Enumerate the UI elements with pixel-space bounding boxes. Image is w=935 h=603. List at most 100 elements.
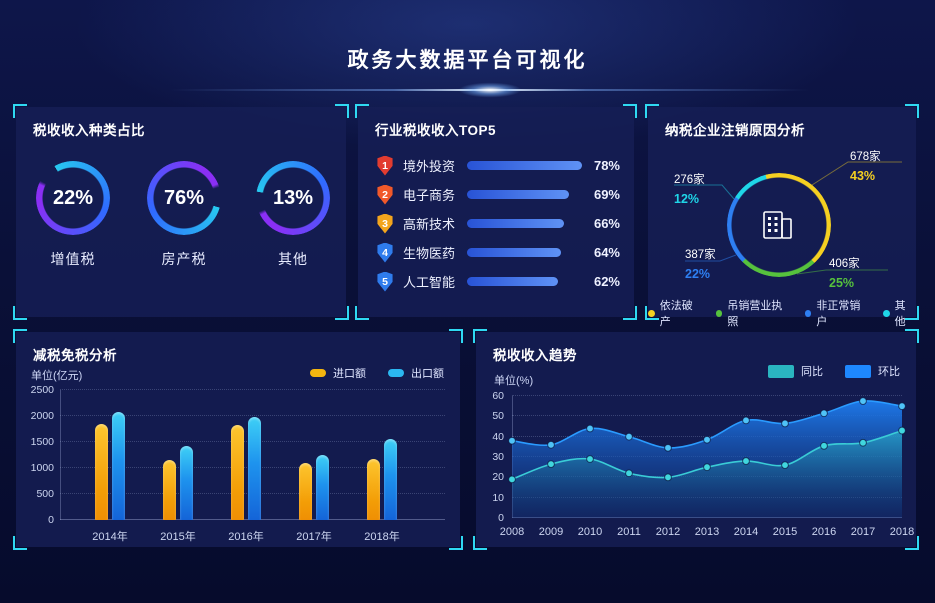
x-tick-label: 2014年 [92,531,128,543]
legend-label: 其他 [894,300,906,328]
legend-label: 出口额 [411,368,444,380]
y-tick-label: 60 [492,390,504,402]
import-bar[interactable] [163,460,176,520]
x-tick-label: 2015年 [160,531,196,543]
y-tick-label: 0 [48,514,54,526]
yoy-point[interactable] [703,463,711,472]
corner-bracket [355,306,369,320]
legend-item[interactable]: 出口额 [388,365,444,381]
import-bar[interactable] [95,423,108,520]
legend-item[interactable]: 环比 [845,363,900,379]
bar-track [467,277,582,286]
top5-row[interactable]: 3 高新技术 66% [376,209,620,238]
corner-bracket [473,329,487,343]
export-bar[interactable] [384,438,397,520]
rank-number: 1 [382,159,388,172]
bar-chart-plot [60,389,445,520]
legend-item[interactable]: 依法破产 [648,297,703,329]
area-chart-plot [508,395,906,518]
rank-number: 4 [382,246,388,259]
yoy-point[interactable] [586,455,594,463]
mom-point[interactable] [703,435,711,444]
mom-point[interactable] [664,443,672,452]
mom-point[interactable] [508,436,516,445]
gauge-value: 13% [272,187,314,209]
gridline [512,395,902,396]
yoy-point[interactable] [859,438,867,447]
corner-bracket [449,536,463,550]
legend-label: 非正常销户 [816,300,861,328]
panel-title: 行业税收收入TOP5 [375,123,497,138]
top5-row[interactable]: 5 人工智能 62% [376,267,620,296]
yoy-point[interactable] [781,461,789,470]
panel-tax-type: 税收收入种类占比 22% 增值税 76% 房产税 13% 其他 [13,104,349,320]
legend-item[interactable]: 吊销营业执照 [715,297,792,329]
bar-value: 69% [593,187,620,202]
mom-point[interactable] [625,432,633,441]
legend-item[interactable]: 其他 [882,297,916,329]
export-bar[interactable] [316,455,329,520]
legend-dot [715,309,723,317]
deregister-donut-chart[interactable] [727,173,831,277]
slice-percent: 22% [685,267,711,281]
bar-value: 66% [593,216,620,231]
mom-point[interactable] [898,402,906,411]
gauge-property-tax[interactable]: 76% 房产税 [142,161,226,269]
top5-row[interactable]: 1 境外投资 78% [376,151,620,180]
corner-bracket [905,104,919,118]
import-bar[interactable] [367,459,380,520]
mom-point[interactable] [586,424,594,433]
mom-point[interactable] [820,409,828,418]
export-bar[interactable] [112,411,125,520]
x-tick-label: 2014 [733,526,759,538]
slice-count: 406家 [829,258,860,270]
header-flare-glow [448,80,532,100]
legend-swatch-import [310,369,326,377]
corner-bracket [905,329,919,343]
legend-label: 同比 [801,366,823,378]
y-tick-label: 1500 [30,436,54,448]
legend-item[interactable]: 进口额 [310,365,366,381]
corner-bracket [13,306,27,320]
yoy-point[interactable] [742,457,750,465]
bar [467,219,565,228]
yoy-point[interactable] [547,460,555,469]
x-tick-label: 2018年 [364,531,400,543]
export-bar[interactable] [180,445,193,520]
panel-industry-top5: 行业税收收入TOP5 1 境外投资 78% 2 电子商务 69% 3 高新技术 … [355,104,637,320]
corner-bracket [645,306,659,320]
bar-value: 64% [593,245,620,260]
panel-title: 纳税企业注销原因分析 [665,123,805,138]
mom-point[interactable] [547,440,555,449]
x-tick-label: 2012 [655,526,681,538]
y-tick-label: 2500 [30,384,54,396]
gauge-label: 其他 [278,251,308,267]
yoy-point[interactable] [898,426,906,435]
yoy-point[interactable] [820,441,828,450]
legend-dot [882,309,890,317]
mom-point[interactable] [742,416,750,425]
top5-row[interactable]: 4 生物医药 64% [376,238,620,267]
yoy-point[interactable] [625,469,633,478]
rank-number: 2 [382,188,388,201]
import-bar[interactable] [231,425,244,520]
gridline [60,415,445,416]
legend-item[interactable]: 非正常销户 [804,297,870,329]
import-bar[interactable] [299,462,312,520]
bar-track [467,219,582,228]
corner-bracket [905,536,919,550]
top5-row[interactable]: 2 电子商务 69% [376,180,620,209]
yoy-point[interactable] [508,475,516,484]
export-bar[interactable] [248,417,261,520]
mom-point[interactable] [781,419,789,428]
rank-badge: 2 [377,184,393,205]
legend-item[interactable]: 同比 [768,363,823,379]
corner-bracket [905,306,919,320]
gauge-other[interactable]: 13% 其他 [251,161,335,269]
y-tick-label: 10 [492,491,504,504]
gauge-vat[interactable]: 22% 增值税 [31,161,115,269]
yoy-point[interactable] [664,473,672,482]
mom-point[interactable] [859,397,867,405]
legend-label: 环比 [878,366,900,378]
y-tick-label: 2000 [30,410,54,422]
